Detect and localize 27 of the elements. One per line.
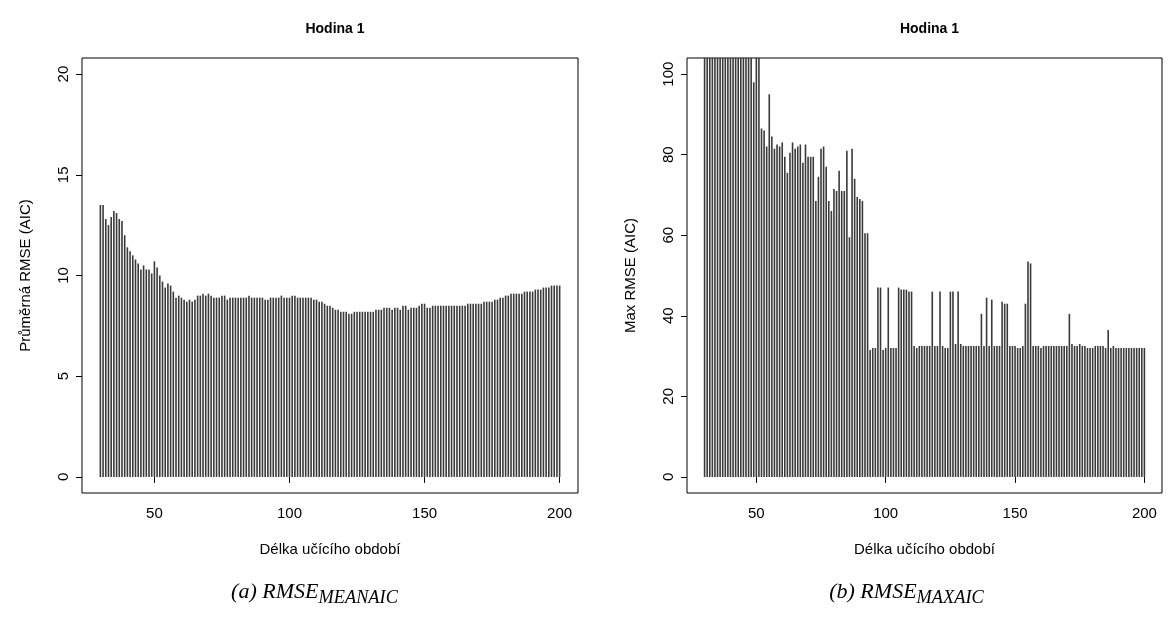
x-tick-label: 150 xyxy=(412,504,438,521)
y-tick-label: 0 xyxy=(659,472,676,482)
x-tick-label: 50 xyxy=(146,504,163,521)
y-tick-label: 100 xyxy=(659,61,676,87)
y-axis-title: Max RMSE (AIC) xyxy=(621,217,638,334)
x-tick-label: 200 xyxy=(547,504,573,521)
y-tick-label: 20 xyxy=(659,387,676,405)
text: (a) RMSE$_{MEANAIC}$ xyxy=(230,578,399,609)
x-tick-label: 150 xyxy=(1002,504,1028,521)
y-tick-label: 5 xyxy=(54,372,71,381)
y-tick-label: 40 xyxy=(659,307,676,325)
text: (b) RMSE$_{MAXAIC}$ xyxy=(828,578,985,609)
y-axis-title: Průměrná RMSE (AIC) xyxy=(16,199,33,352)
x-axis-title: Délka učícího období xyxy=(854,540,996,557)
x-tick-label: 100 xyxy=(276,504,302,521)
x-axis-title: Délka učícího období xyxy=(259,540,402,557)
y-tick-label: 80 xyxy=(659,146,676,164)
chart-title: Hodina 1 xyxy=(899,20,960,36)
x-tick-label: 50 xyxy=(747,504,765,521)
y-tick-label: 20 xyxy=(54,65,71,83)
y-tick-label: 10 xyxy=(54,267,71,284)
y-tick-label: 15 xyxy=(54,166,71,184)
y-tick-label: 0 xyxy=(54,472,71,482)
y-tick-label: 60 xyxy=(659,226,676,244)
x-tick-label: 100 xyxy=(873,504,899,521)
x-tick-label: 200 xyxy=(1131,504,1157,521)
chart-title: Hodina 1 xyxy=(305,20,365,36)
